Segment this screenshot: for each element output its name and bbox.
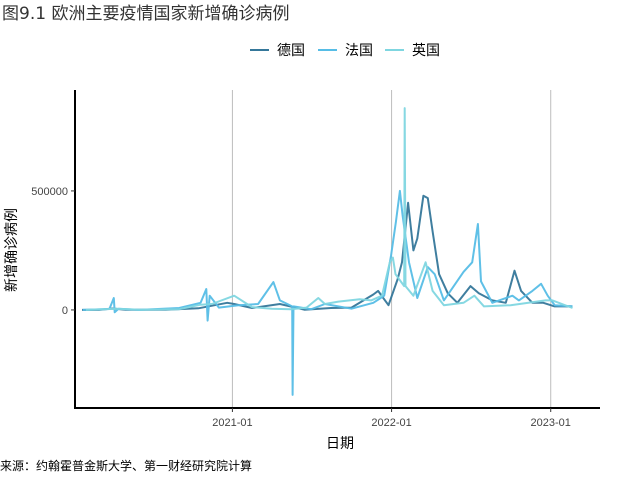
legend: 德国 法国 英国: [250, 42, 440, 59]
legend-item: 英国: [385, 42, 440, 59]
x-tick-label: 2022-01: [371, 417, 411, 429]
y-tick-label: 500000: [31, 186, 68, 198]
legend-item: 法国: [318, 43, 373, 59]
source-note: 来源：约翰霍普金斯大学、第一财经研究院计算: [0, 458, 252, 473]
legend-label: 德国: [277, 43, 305, 59]
legend-label: 法国: [345, 43, 373, 59]
legend-item: 德国: [250, 43, 305, 59]
y-axis-label: 新增确诊病例: [4, 208, 20, 292]
series-line-2: [85, 107, 573, 311]
series-line-1: [82, 189, 573, 396]
x-tick-label: 2023-01: [531, 417, 571, 429]
legend-label: 英国: [412, 42, 440, 59]
x-tick-label: 2021-01: [212, 417, 252, 429]
x-axis-label: 日期: [326, 436, 354, 452]
y-tick-label: 0: [62, 305, 68, 317]
series-line-0: [82, 194, 573, 311]
chart-title: 图9.1 欧洲主要疫情国家新增确诊病例: [2, 4, 289, 24]
series-layer: [82, 107, 573, 396]
ticks: 2021-01 2022-01 2023-01 500000 0: [31, 186, 571, 429]
